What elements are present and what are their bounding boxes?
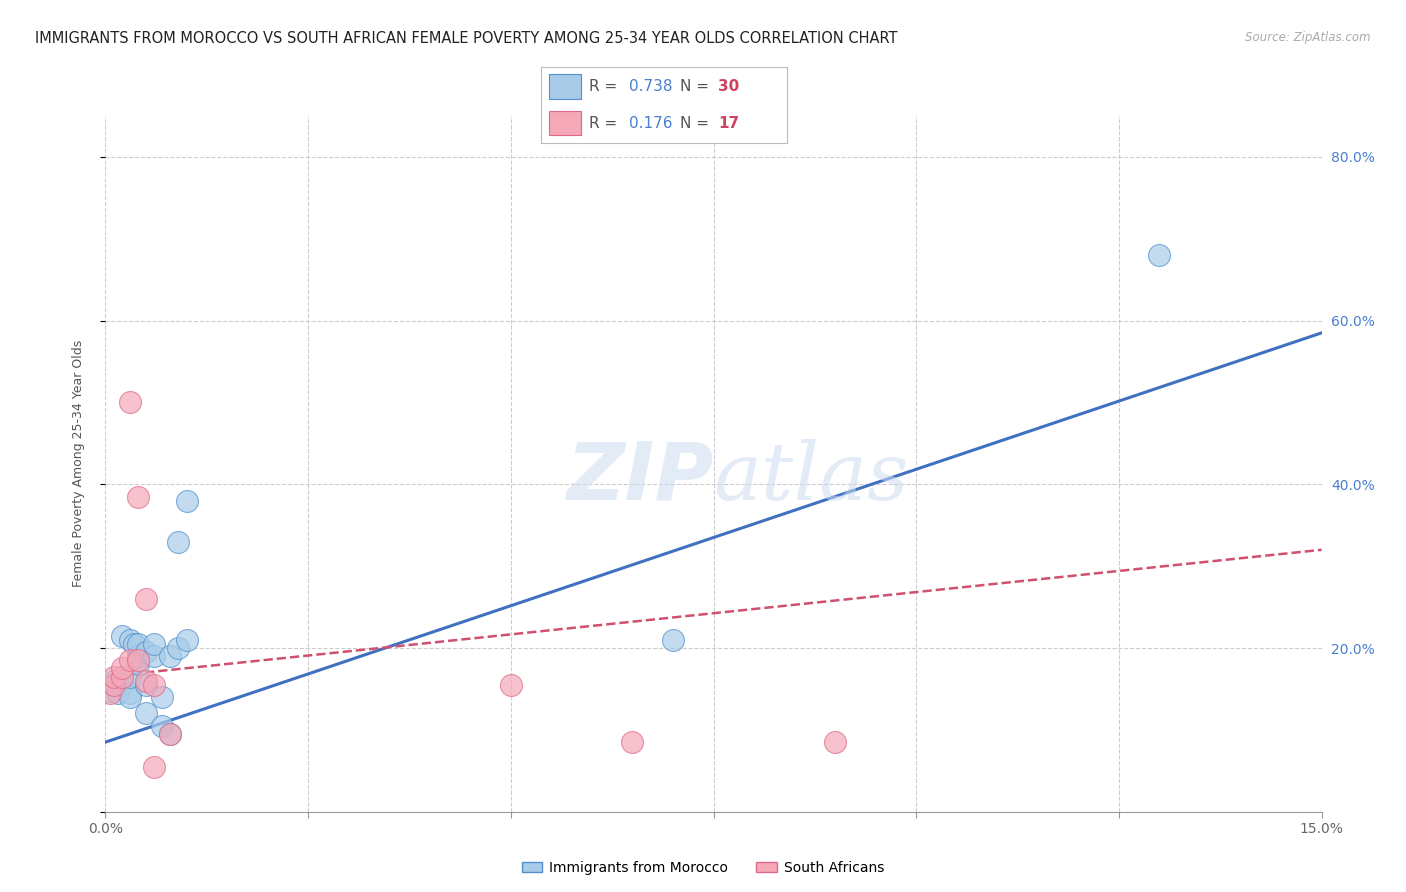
Point	[135, 591, 157, 606]
Point	[111, 670, 134, 684]
Point	[127, 657, 149, 672]
Point	[111, 670, 134, 684]
Y-axis label: Female Poverty Among 25-34 Year Olds: Female Poverty Among 25-34 Year Olds	[72, 340, 84, 588]
Point	[103, 678, 125, 692]
Point	[143, 760, 166, 774]
Legend: Immigrants from Morocco, South Africans: Immigrants from Morocco, South Africans	[516, 855, 890, 880]
Point	[143, 637, 166, 651]
Point	[176, 493, 198, 508]
Point	[98, 686, 121, 700]
Text: R =: R =	[589, 79, 623, 95]
Point	[167, 640, 190, 655]
Point	[1149, 248, 1171, 262]
Text: ZIP: ZIP	[567, 439, 713, 516]
Point	[159, 727, 181, 741]
Point	[103, 670, 125, 684]
Text: 0.738: 0.738	[628, 79, 672, 95]
Point	[122, 637, 145, 651]
Point	[127, 490, 149, 504]
Point	[135, 673, 157, 688]
Text: 30: 30	[718, 79, 740, 95]
Point	[150, 719, 173, 733]
Point	[662, 632, 685, 647]
Point	[176, 632, 198, 647]
Point	[111, 661, 134, 675]
Text: R =: R =	[589, 115, 623, 130]
Text: atlas: atlas	[713, 439, 908, 516]
Text: 17: 17	[718, 115, 740, 130]
Bar	[548, 111, 581, 136]
Point	[107, 686, 129, 700]
Bar	[548, 75, 581, 99]
Point	[143, 678, 166, 692]
Point	[103, 673, 125, 688]
Point	[167, 534, 190, 549]
Point	[127, 649, 149, 664]
Point	[159, 649, 181, 664]
Point	[118, 395, 141, 409]
Point	[118, 670, 141, 684]
Point	[111, 629, 134, 643]
Point	[118, 686, 141, 700]
Point	[135, 645, 157, 659]
Point	[135, 678, 157, 692]
Point	[127, 637, 149, 651]
Point	[159, 727, 181, 741]
Point	[824, 735, 846, 749]
Point	[499, 678, 522, 692]
Text: IMMIGRANTS FROM MOROCCO VS SOUTH AFRICAN FEMALE POVERTY AMONG 25-34 YEAR OLDS CO: IMMIGRANTS FROM MOROCCO VS SOUTH AFRICAN…	[35, 31, 897, 46]
Point	[98, 683, 121, 698]
Point	[111, 678, 134, 692]
Point	[135, 706, 157, 721]
Point	[621, 735, 644, 749]
Point	[118, 690, 141, 705]
Point	[150, 690, 173, 705]
Text: N =: N =	[681, 115, 714, 130]
Point	[118, 632, 141, 647]
Point	[143, 649, 166, 664]
Point	[127, 653, 149, 667]
Point	[118, 653, 141, 667]
Point	[103, 678, 125, 692]
Text: N =: N =	[681, 79, 714, 95]
Text: Source: ZipAtlas.com: Source: ZipAtlas.com	[1246, 31, 1371, 45]
Text: 0.176: 0.176	[628, 115, 672, 130]
